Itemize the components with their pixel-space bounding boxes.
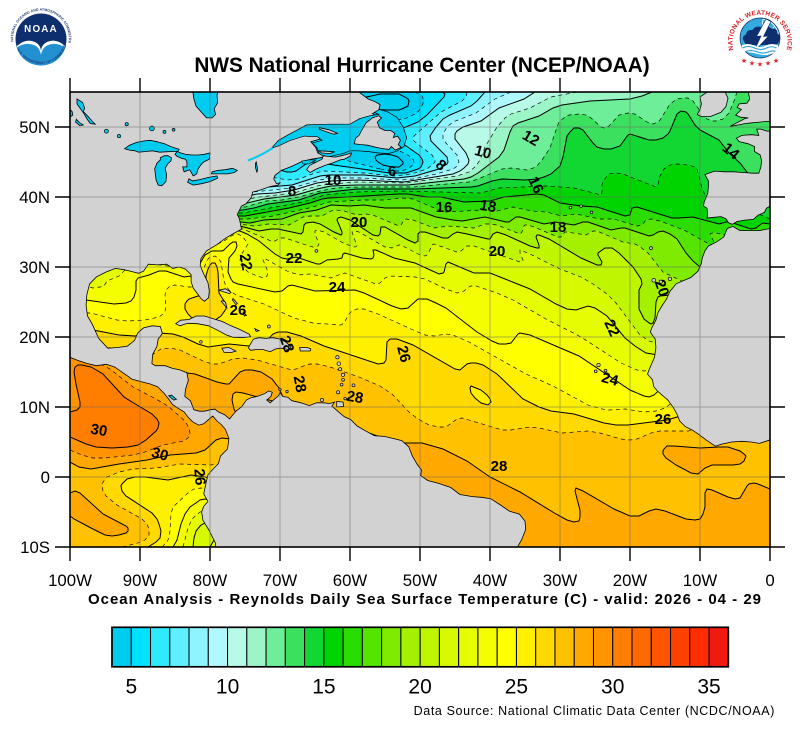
svg-text:28: 28 [491, 458, 508, 475]
svg-text:30N: 30N [19, 258, 50, 277]
svg-text:15: 15 [312, 676, 335, 699]
svg-text:20: 20 [351, 214, 368, 231]
svg-text:28: 28 [345, 388, 364, 408]
svg-text:6: 6 [388, 163, 396, 180]
svg-text:10W: 10W [683, 571, 718, 590]
svg-text:30W: 30W [543, 571, 578, 590]
svg-text:10: 10 [325, 172, 342, 189]
svg-text:10S: 10S [20, 538, 50, 557]
svg-text:26: 26 [230, 302, 247, 319]
svg-text:24: 24 [600, 369, 621, 390]
svg-text:20N: 20N [19, 328, 50, 347]
svg-text:28: 28 [290, 374, 310, 393]
svg-text:★: ★ [773, 57, 779, 65]
svg-text:NOAA: NOAA [24, 24, 58, 35]
svg-text:28: 28 [276, 333, 298, 354]
svg-text:5: 5 [125, 676, 137, 699]
svg-text:70W: 70W [263, 571, 298, 590]
svg-text:18: 18 [550, 219, 567, 236]
svg-text:★: ★ [757, 61, 763, 69]
svg-text:22: 22 [286, 250, 303, 267]
svg-text:8: 8 [288, 183, 296, 200]
svg-text:★: ★ [741, 57, 747, 65]
svg-text:22: 22 [600, 317, 622, 339]
svg-text:16: 16 [436, 199, 453, 216]
svg-text:30: 30 [89, 421, 108, 441]
svg-text:12: 12 [519, 127, 542, 150]
svg-text:50N: 50N [19, 118, 50, 137]
svg-text:16: 16 [524, 174, 546, 196]
svg-text:80W: 80W [193, 571, 228, 590]
svg-text:35: 35 [697, 676, 720, 699]
svg-text:10N: 10N [19, 398, 50, 417]
svg-text:24: 24 [329, 279, 346, 296]
svg-text:20W: 20W [613, 571, 648, 590]
svg-text:30: 30 [601, 676, 624, 699]
svg-text:40N: 40N [19, 188, 50, 207]
svg-text:30: 30 [150, 444, 171, 465]
svg-text:90W: 90W [123, 571, 158, 590]
svg-text:25: 25 [505, 676, 528, 699]
svg-text:★: ★ [749, 60, 755, 68]
svg-text:20: 20 [651, 277, 673, 298]
svg-text:26: 26 [655, 411, 672, 428]
svg-text:26: 26 [393, 344, 414, 365]
svg-text:50W: 50W [403, 571, 438, 590]
svg-text:100W: 100W [48, 571, 92, 590]
svg-text:60W: 60W [333, 571, 368, 590]
svg-text:10: 10 [216, 676, 239, 699]
svg-text:0: 0 [765, 571, 774, 590]
svg-text:40W: 40W [473, 571, 508, 590]
svg-text:0: 0 [41, 468, 50, 487]
svg-text:★: ★ [765, 60, 771, 68]
svg-text:10: 10 [473, 142, 494, 163]
svg-text:18: 18 [478, 197, 497, 217]
svg-text:20: 20 [408, 676, 431, 699]
svg-text:20: 20 [489, 243, 506, 260]
svg-text:22: 22 [236, 252, 256, 271]
